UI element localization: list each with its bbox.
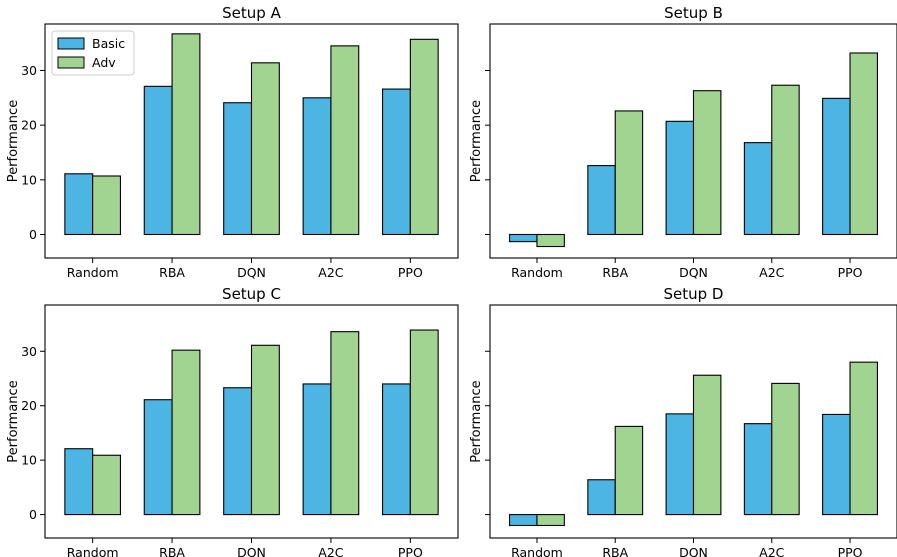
x-tick-label: A2C — [318, 545, 344, 557]
panel-title: Setup A — [222, 4, 281, 22]
legend-swatch-adv — [57, 56, 85, 69]
bar-basic-random — [509, 514, 538, 527]
bar-basic-dqn — [665, 120, 695, 236]
x-tick-label: Random — [511, 545, 563, 557]
legend-swatch-basic — [57, 37, 85, 50]
legend-label-adv: Adv — [92, 55, 116, 70]
bar-basic-ppo — [822, 97, 851, 236]
bar-adv-a2c — [771, 84, 800, 236]
chart-panel-3: Setup C 0 10 20 30 Random RBA DQN A2C PPO Performa… — [6, 285, 459, 557]
x-tick-label: DQN — [237, 265, 266, 280]
x-tick-label: RBA — [602, 545, 628, 557]
y-tick-label: 10 — [21, 453, 37, 468]
y-tick-label: 20 — [21, 398, 37, 413]
bar-adv-a2c — [771, 382, 800, 516]
y-axis-label: Performance — [469, 380, 484, 462]
bar-adv-ppo — [409, 38, 439, 236]
bar-adv-random — [92, 175, 122, 236]
bar-basic-ppo — [381, 88, 411, 236]
panel-title: Setup D — [664, 285, 724, 303]
bar-basic-dqn — [665, 413, 695, 516]
bar-basic-ppo — [822, 413, 851, 516]
x-tick-label: Random — [67, 545, 119, 557]
bar-adv-ppo — [849, 52, 878, 236]
bar-adv-random — [536, 514, 565, 527]
bar-adv-random — [536, 233, 565, 248]
panel-title: Setup C — [222, 285, 281, 303]
bar-basic-rba — [143, 85, 173, 236]
x-tick-label: A2C — [759, 265, 785, 280]
bar-basic-rba — [587, 165, 616, 236]
bar-basic-ppo — [381, 383, 411, 516]
y-tick-label: 0 — [29, 507, 37, 522]
x-tick-label: A2C — [759, 545, 785, 557]
bar-adv-random — [92, 454, 122, 516]
bar-adv-rba — [171, 349, 201, 516]
x-tick-label: Random — [67, 265, 119, 280]
bar-adv-rba — [614, 110, 644, 236]
bar-basic-a2c — [743, 423, 773, 516]
bar-basic-dqn — [223, 387, 253, 516]
bar-basic-dqn — [223, 102, 253, 236]
y-tick-label: 10 — [21, 172, 37, 187]
bar-basic-a2c — [302, 97, 332, 236]
panel-title: Setup B — [664, 4, 723, 22]
chart-panel-4: Setup D Random RBA DQN A2C PPO Performance — [469, 285, 897, 557]
bar-basic-rba — [143, 399, 173, 516]
bar-basic-random — [64, 173, 94, 236]
bar-adv-a2c — [330, 331, 360, 516]
y-axis-label: Performance — [6, 100, 21, 182]
x-tick-label: DQN — [679, 265, 708, 280]
y-tick-label: 30 — [21, 344, 37, 359]
x-tick-label: RBA — [602, 265, 628, 280]
x-tick-label: RBA — [159, 265, 185, 280]
bar-basic-rba — [587, 479, 616, 516]
bar-adv-rba — [614, 425, 644, 516]
bar-adv-dqn — [250, 62, 280, 236]
x-tick-label: PPO — [398, 545, 423, 557]
bar-adv-dqn — [250, 344, 280, 516]
chart-panel-1: Setup A 0 10 20 30 Random RBA DQN A2C PPO Performa… — [6, 4, 459, 280]
bar-basic-a2c — [743, 142, 773, 236]
x-tick-label: PPO — [838, 265, 863, 280]
x-tick-label: A2C — [318, 265, 344, 280]
bar-basic-random — [64, 448, 94, 516]
bar-adv-rba — [171, 33, 201, 236]
y-tick-label: 30 — [21, 63, 37, 78]
x-tick-label: DQN — [679, 545, 708, 557]
bar-basic-random — [509, 233, 538, 243]
bar-adv-ppo — [409, 329, 439, 516]
x-tick-label: DQN — [237, 545, 266, 557]
y-axis-label: Performance — [469, 100, 484, 182]
y-tick-label: 20 — [21, 118, 37, 133]
bar-adv-a2c — [330, 45, 360, 236]
bar-adv-dqn — [692, 90, 722, 236]
legend-label-basic: Basic — [92, 36, 125, 51]
legend: Basic Adv — [51, 30, 135, 76]
x-tick-label: RBA — [159, 545, 185, 557]
chart-panel-2: Setup B Random RBA DQN A2C PPO Performance — [469, 4, 897, 280]
x-tick-label: Random — [511, 265, 563, 280]
bar-adv-ppo — [849, 361, 878, 516]
x-tick-label: PPO — [398, 265, 423, 280]
bar-basic-a2c — [302, 383, 332, 516]
y-axis-label: Performance — [6, 380, 21, 462]
x-tick-label: PPO — [838, 545, 863, 557]
bar-adv-dqn — [692, 374, 722, 516]
y-tick-label: 0 — [29, 227, 37, 242]
